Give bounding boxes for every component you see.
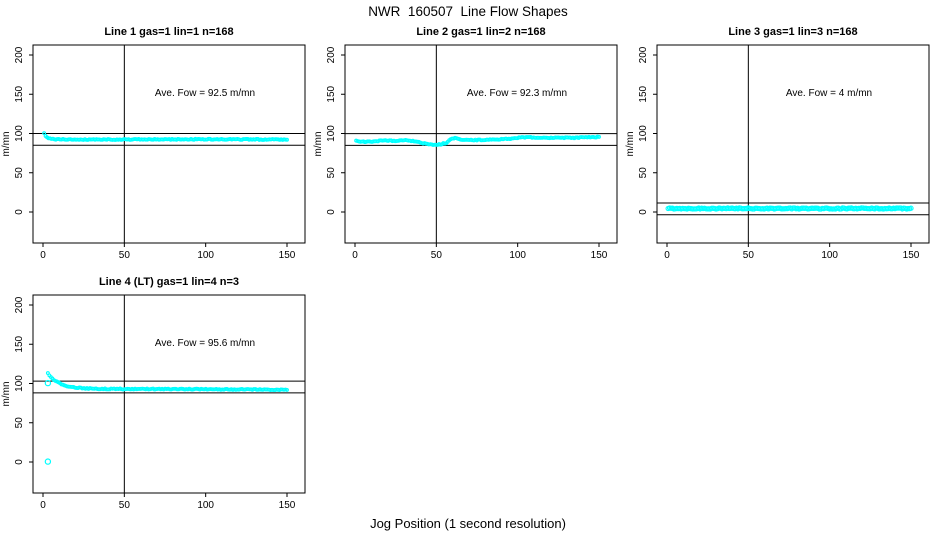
x-tick-label: 0: [40, 250, 46, 261]
y-tick-label: 50: [14, 417, 25, 429]
x-tick-label: 150: [279, 250, 296, 261]
x-tick-label: 100: [197, 500, 214, 511]
subplot-line2: Line 2 gas=1 lin=2 n=168 Ave. Fow = 92.3 …: [312, 20, 624, 270]
y-tick-label: 150: [326, 85, 337, 102]
x-tick-label: 150: [279, 500, 296, 511]
x-tick-label: 100: [821, 250, 838, 261]
plot-box: [32, 294, 306, 494]
y-tick-label: 150: [638, 85, 649, 102]
y-tick-label: 150: [14, 335, 25, 352]
subplot-line4: Line 4 (LT) gas=1 lin=4 n=3 Ave. Fow = 95…: [0, 270, 312, 520]
subplot-title: Line 3 gas=1 lin=3 n=168: [728, 26, 857, 38]
x-tick-label: 50: [431, 250, 443, 261]
y-tick-label: 200: [326, 46, 337, 63]
x-tick-label: 0: [40, 500, 46, 511]
y-tick-label: 100: [14, 125, 25, 142]
y-tick-label: 100: [14, 375, 25, 392]
y-tick-label: 200: [14, 296, 25, 313]
avg-flow-annotation: Ave. Fow = 92.5 m/mn: [155, 88, 255, 99]
data-point: [283, 137, 288, 142]
x-tick-label: 100: [197, 250, 214, 261]
y-tick-label: 100: [326, 125, 337, 142]
avg-flow-annotation: Ave. Fow = 4 m/mn: [786, 88, 872, 99]
plot-box: [656, 44, 930, 244]
x-tick-label: 150: [903, 250, 920, 261]
data-point: [908, 205, 914, 211]
avg-flow-annotation: Ave. Fow = 92.3 m/mn: [467, 88, 567, 99]
y-tick-label: 150: [14, 85, 25, 102]
subplot-title: Line 1 gas=1 lin=1 n=168: [104, 26, 233, 38]
x-tick-label: 100: [509, 250, 526, 261]
subplot-line2-plot: Line 2 gas=1 lin=2 n=168 Ave. Fow = 92.3 …: [313, 26, 618, 261]
y-tick-label: 200: [14, 46, 25, 63]
y-axis-label: m/mn: [1, 382, 12, 407]
subplot-line1: Line 1 gas=1 lin=1 n=168 Ave. Fow = 92.5 …: [0, 20, 312, 270]
outlier-point: [44, 379, 52, 387]
subplot-line3: Line 3 gas=1 lin=3 n=168 Ave. Fow = 4 m/m…: [624, 20, 936, 270]
data-point: [597, 134, 601, 139]
y-tick-label: 50: [14, 167, 25, 179]
y-tick-label: 50: [638, 167, 649, 179]
plot-box: [344, 44, 618, 244]
x-tick-label: 50: [119, 500, 131, 511]
outlier-point: [44, 458, 52, 465]
y-axis-label: m/mn: [313, 132, 324, 157]
subplot-line4-plot: Line 4 (LT) gas=1 lin=4 n=3 Ave. Fow = 95…: [1, 276, 306, 511]
y-tick-label: 0: [14, 459, 25, 465]
subplot-title: Line 2 gas=1 lin=2 n=168: [416, 26, 545, 38]
data-point: [42, 131, 47, 136]
subplot-line1-plot: Line 1 gas=1 lin=1 n=168 Ave. Fow = 92.5 …: [1, 26, 306, 261]
y-tick-label: 0: [638, 209, 649, 215]
plot-box: [32, 44, 306, 244]
y-tick-label: 0: [14, 209, 25, 215]
x-tick-label: 50: [119, 250, 131, 261]
y-axis-label: m/mn: [1, 132, 12, 157]
y-tick-label: 100: [638, 125, 649, 142]
figure-title: NWR 160507 Line Flow Shapes: [368, 4, 568, 19]
y-tick-label: 50: [326, 167, 337, 179]
x-axis-label: Jog Position (1 second resolution): [370, 516, 566, 531]
y-tick-label: 0: [326, 209, 337, 215]
subplot-title: Line 4 (LT) gas=1 lin=4 n=3: [99, 276, 239, 288]
y-axis-label: m/mn: [625, 132, 636, 157]
y-tick-label: 200: [638, 46, 649, 63]
x-tick-label: 0: [664, 250, 670, 261]
x-tick-label: 0: [352, 250, 358, 261]
avg-flow-annotation: Ave. Fow = 95.6 m/mn: [155, 338, 255, 349]
x-tick-label: 50: [743, 250, 755, 261]
data-point: [285, 387, 289, 392]
data-point: [285, 137, 289, 142]
x-tick-label: 150: [591, 250, 608, 261]
subplot-line3-plot: Line 3 gas=1 lin=3 n=168 Ave. Fow = 4 m/m…: [625, 26, 930, 261]
